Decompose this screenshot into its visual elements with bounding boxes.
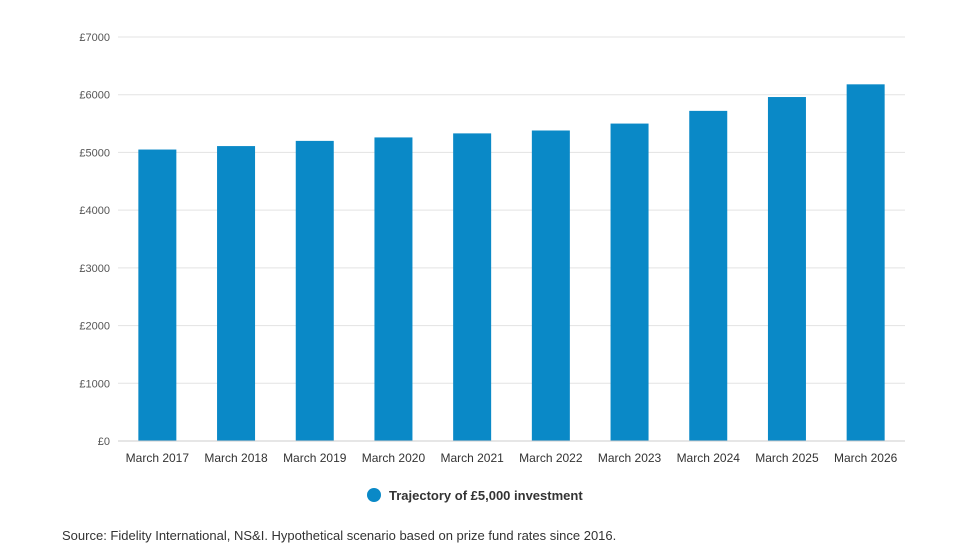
bar	[217, 146, 256, 441]
y-tick-label: £2000	[79, 321, 110, 333]
bar	[767, 97, 806, 441]
y-tick-label: £7000	[79, 32, 110, 44]
y-tick-label: £0	[98, 436, 110, 448]
bar	[453, 133, 492, 441]
y-tick-label: £3000	[79, 263, 110, 275]
x-tick-label: March 2021	[440, 451, 504, 465]
x-tick-label: March 2017	[126, 451, 190, 465]
bar	[138, 149, 177, 442]
bar	[689, 110, 728, 442]
x-tick-label: March 2018	[204, 451, 268, 465]
y-axis-ticks: £0 £1000 £2000 £3000 £4000 £5000 £6000 £7000	[79, 32, 110, 448]
bar	[846, 84, 885, 441]
x-tick-label: March 2026	[834, 451, 898, 465]
bars	[138, 84, 885, 442]
x-tick-label: March 2019	[283, 451, 347, 465]
x-tick-label: March 2025	[755, 451, 819, 465]
y-tick-label: £1000	[79, 378, 110, 390]
x-tick-label: March 2023	[598, 451, 662, 465]
legend-label: Trajectory of £5,000 investment	[389, 488, 583, 503]
source-note: Source: Fidelity International, NS&I. Hy…	[62, 528, 617, 543]
x-tick-label: March 2022	[519, 451, 583, 465]
x-axis-ticks: March 2017 March 2018 March 2019 March 2020…	[126, 451, 898, 465]
x-tick-label: March 2024	[677, 451, 741, 465]
legend: Trajectory of £5,000 investment	[367, 488, 583, 503]
y-tick-label: £6000	[79, 90, 110, 102]
bar	[374, 137, 413, 441]
legend-marker	[367, 488, 381, 502]
y-tick-label: £4000	[79, 205, 110, 217]
bar	[610, 123, 649, 442]
bar	[531, 130, 570, 442]
bar	[295, 140, 334, 441]
x-tick-label: March 2020	[362, 451, 426, 465]
y-tick-label: £5000	[79, 147, 110, 159]
